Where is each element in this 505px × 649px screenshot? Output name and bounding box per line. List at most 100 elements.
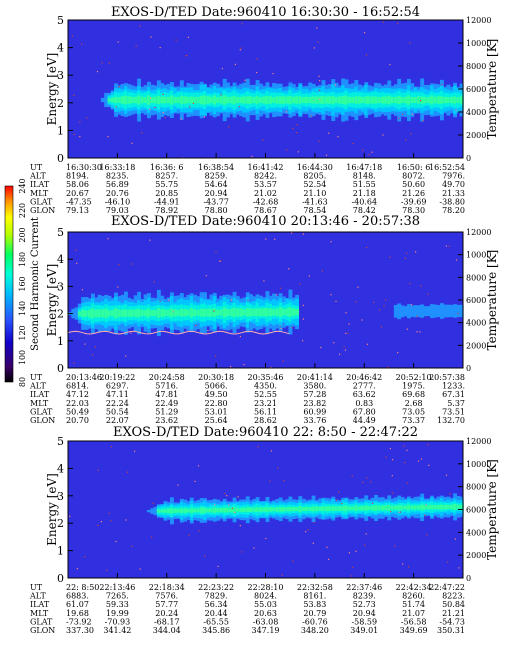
heatmap-cell bbox=[153, 309, 158, 317]
noise-pixel bbox=[84, 556, 86, 558]
orbit-value: 21.10 bbox=[303, 189, 326, 198]
noise-pixel bbox=[265, 238, 267, 240]
heatmap-cell bbox=[199, 308, 204, 317]
noise-pixel bbox=[198, 530, 200, 532]
noise-pixel bbox=[344, 349, 347, 351]
heatmap-cell bbox=[97, 309, 102, 318]
heatmap-cell bbox=[196, 309, 201, 316]
heatmap-cell bbox=[367, 96, 372, 104]
noise-pixel bbox=[299, 283, 301, 285]
noise-pixel bbox=[362, 149, 364, 151]
heatmap-cell bbox=[229, 96, 234, 104]
noise-pixel bbox=[307, 529, 309, 531]
y2-axis-label: Temperature [K] bbox=[485, 39, 499, 140]
orbit-value: 22.80 bbox=[205, 399, 228, 408]
heatmap-cell bbox=[305, 507, 309, 511]
heatmap-cell bbox=[397, 303, 402, 320]
orbit-value: 50.54 bbox=[106, 407, 129, 416]
noise-pixel bbox=[239, 335, 241, 338]
noise-pixel bbox=[335, 300, 337, 302]
noise-pixel bbox=[383, 305, 385, 307]
heatmap-cell bbox=[226, 96, 230, 104]
noise-pixel bbox=[239, 525, 241, 527]
heatmap-cell bbox=[212, 308, 217, 317]
y-tick-label: 2 bbox=[57, 517, 64, 530]
heatmap-cell bbox=[314, 506, 319, 512]
heatmap-cell bbox=[206, 96, 211, 104]
heatmap-cell bbox=[127, 96, 132, 104]
heatmap-cell bbox=[173, 508, 178, 513]
orbit-value: 6814. bbox=[66, 382, 89, 391]
noise-pixel bbox=[188, 534, 190, 536]
y2-tick-label: 6000 bbox=[466, 296, 486, 305]
heatmap-cell bbox=[341, 506, 346, 511]
orbit-value: -39.69 bbox=[401, 197, 427, 206]
heatmap-cell bbox=[295, 507, 299, 511]
noise-pixel bbox=[162, 112, 164, 114]
noise-pixel bbox=[150, 36, 152, 38]
heatmap-cell bbox=[295, 96, 299, 104]
orbit-row-label: ALT bbox=[29, 382, 46, 391]
noise-pixel bbox=[76, 262, 78, 264]
noise-pixel bbox=[302, 233, 304, 235]
heatmap-cell bbox=[147, 95, 151, 105]
noise-pixel bbox=[456, 259, 458, 261]
heatmap-cell bbox=[321, 96, 326, 105]
orbit-value: 16:38:54 bbox=[198, 163, 234, 172]
noise-pixel bbox=[389, 256, 391, 258]
noise-pixel bbox=[389, 447, 391, 450]
orbit-value: 67.80 bbox=[353, 407, 376, 416]
heatmap-cell bbox=[77, 311, 82, 316]
heatmap-cell bbox=[308, 96, 313, 104]
heatmap-cell bbox=[252, 308, 257, 317]
orbit-row-label: MLT bbox=[30, 189, 49, 198]
y2-tick-label: 12000 bbox=[466, 437, 491, 446]
noise-pixel bbox=[305, 531, 307, 533]
noise-pixel bbox=[221, 67, 223, 70]
colorbar-label: Second Harmonic Current bbox=[30, 217, 41, 351]
orbit-value: 53.57 bbox=[254, 180, 277, 189]
noise-pixel bbox=[96, 71, 99, 73]
orbit-row-label: ILAT bbox=[30, 390, 50, 399]
orbit-value: 56.34 bbox=[205, 600, 228, 609]
noise-pixel bbox=[291, 327, 293, 329]
noise-pixel bbox=[125, 355, 127, 357]
orbit-value: 51.29 bbox=[155, 407, 178, 416]
heatmap-cell bbox=[249, 308, 253, 317]
heatmap-cell bbox=[331, 95, 336, 105]
heatmap-cell bbox=[410, 505, 415, 510]
noise-pixel bbox=[231, 507, 233, 509]
noise-pixel bbox=[368, 153, 370, 156]
orbit-value: 57.28 bbox=[303, 390, 326, 399]
orbit-value: 47.11 bbox=[106, 390, 129, 399]
noise-pixel bbox=[230, 299, 233, 301]
panel-3: EXOS-D/TED Date:960410 22: 8:50 - 22:47:… bbox=[29, 425, 499, 635]
heatmap-cell bbox=[242, 507, 247, 513]
noise-pixel bbox=[168, 299, 170, 301]
orbit-value: 22:42:34 bbox=[396, 583, 432, 592]
heatmap-cell bbox=[156, 509, 161, 513]
orbit-value: 20.70 bbox=[66, 416, 89, 425]
heatmap-cell bbox=[433, 505, 438, 510]
heatmap-cell bbox=[235, 508, 240, 512]
heatmap-cell bbox=[242, 309, 247, 316]
noise-pixel bbox=[328, 132, 330, 134]
heatmap-cell bbox=[453, 504, 457, 510]
orbit-value: 55.03 bbox=[254, 600, 277, 609]
noise-pixel bbox=[415, 251, 417, 253]
noise-pixel bbox=[115, 106, 117, 108]
noise-pixel bbox=[256, 58, 258, 60]
noise-pixel bbox=[355, 550, 357, 552]
y2-tick-label: 12000 bbox=[466, 16, 491, 25]
orbit-value: 78.54 bbox=[303, 206, 326, 215]
noise-pixel bbox=[79, 136, 81, 138]
heatmap-cell bbox=[272, 97, 276, 103]
orbit-value: 63.62 bbox=[353, 390, 376, 399]
orbit-value: 5.37 bbox=[447, 399, 465, 408]
heatmap-cell bbox=[272, 507, 276, 512]
noise-pixel bbox=[319, 80, 321, 82]
noise-pixel bbox=[455, 109, 457, 111]
noise-pixel bbox=[302, 318, 304, 320]
orbit-value: 20:13:46 bbox=[66, 373, 102, 382]
orbit-value: 22:23:22 bbox=[198, 583, 234, 592]
